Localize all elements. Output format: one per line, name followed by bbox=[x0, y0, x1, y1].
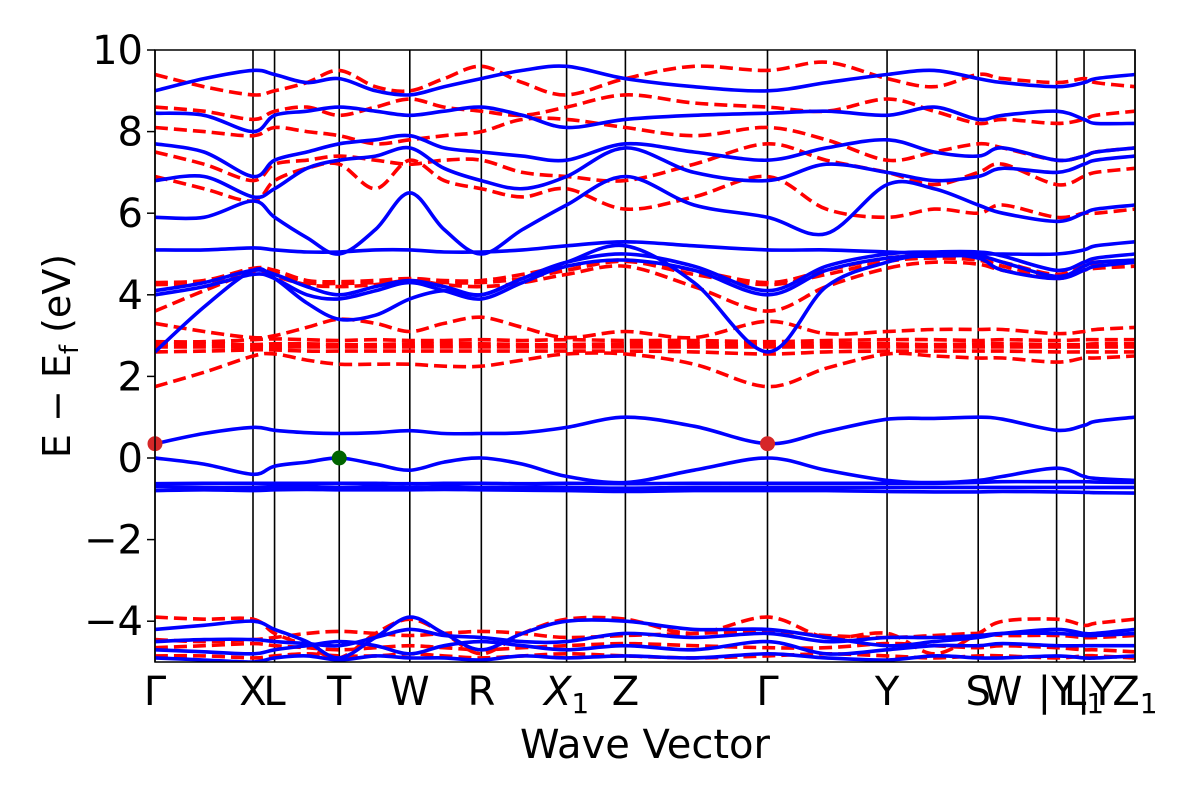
kpoint-label-text: Y bbox=[874, 669, 900, 715]
spin-up-band-line bbox=[155, 243, 1135, 354]
kpoint-label-text: W bbox=[983, 669, 1023, 715]
spin-down-band-line bbox=[155, 256, 1135, 287]
kpoint-label: L1 bbox=[1064, 669, 1104, 720]
kpoint-label-text: W bbox=[390, 669, 430, 715]
kpoint-label-text: X bbox=[542, 669, 573, 715]
kpoint-label: W bbox=[390, 669, 430, 715]
kpoint-label: W bbox=[983, 669, 1023, 715]
spin-down-band-line bbox=[155, 93, 1135, 126]
spin-up-band-line bbox=[155, 133, 1135, 179]
kpoint-label-text: L bbox=[1064, 669, 1087, 715]
spin-up-band-line bbox=[155, 627, 1135, 648]
y-tick-label: 6 bbox=[118, 191, 143, 237]
spin-up-band-line bbox=[155, 652, 1135, 662]
kpoint-label: X bbox=[239, 669, 266, 715]
spin-up-band-line bbox=[155, 639, 1135, 656]
kpoint-label-subscript: 1 bbox=[571, 687, 589, 720]
kpoint-label: Γ bbox=[756, 669, 779, 715]
vbm-marker bbox=[331, 450, 347, 466]
kpoint-label-text: Γ bbox=[756, 669, 779, 715]
kpoint-label-text: X bbox=[239, 669, 266, 715]
cbm-marker bbox=[760, 436, 775, 452]
kpoint-label-text: |Y bbox=[1077, 669, 1115, 715]
y-axis-label-unit: (eV) bbox=[35, 254, 79, 345]
y-tick-label: 8 bbox=[118, 110, 143, 156]
kpoint-label-text: T bbox=[326, 669, 352, 715]
spin-down-band-line bbox=[155, 315, 1135, 340]
kpoint-label-text: Z bbox=[1112, 669, 1139, 715]
kpoint-label-text: Γ bbox=[144, 669, 167, 715]
kpoint-label: |Y bbox=[1077, 669, 1115, 715]
kpoint-label-text: S bbox=[966, 669, 991, 715]
kpoint-label: S bbox=[966, 669, 991, 715]
spin-down-band-line bbox=[155, 351, 1135, 389]
spin-down-band-line bbox=[155, 341, 1135, 347]
spin-down-band-line bbox=[155, 337, 1135, 344]
spin-down-band-line bbox=[155, 347, 1135, 356]
spin-down-band-line bbox=[155, 158, 1135, 220]
y-tick-label: 10 bbox=[92, 28, 143, 74]
kpoint-label-text: |Y bbox=[1038, 669, 1076, 715]
spin-up-band-line bbox=[155, 174, 1135, 256]
plot-frame bbox=[154, 49, 1136, 663]
spin-down-band-line bbox=[155, 141, 1135, 187]
kpoint-label-subscript: 1 bbox=[1140, 687, 1158, 720]
kpoint-label: X1 bbox=[542, 669, 589, 720]
spin-up-band-line bbox=[155, 249, 1135, 297]
kpoint-label: T bbox=[326, 669, 352, 715]
y-tick-label: −2 bbox=[84, 518, 143, 564]
kpoint-label: Z bbox=[612, 669, 639, 715]
y-tick-label: 2 bbox=[118, 354, 143, 400]
kpoint-label: R bbox=[467, 669, 495, 715]
spin-up-band-line bbox=[155, 484, 1135, 490]
spin-up-band-line bbox=[155, 240, 1135, 257]
y-axis-label-subscript: f bbox=[55, 344, 85, 354]
kpoint-label: Y bbox=[874, 669, 900, 715]
kpoint-label: L bbox=[263, 669, 286, 715]
kpoint-label: Z1 bbox=[1112, 669, 1157, 720]
kpoint-label: |Y bbox=[1038, 669, 1076, 715]
y-axis-label: E − Ef (eV) bbox=[35, 254, 85, 458]
x-axis-label: Wave Vector bbox=[520, 722, 771, 768]
kpoint-label-subscript: 1 bbox=[1086, 687, 1104, 720]
y-tick-label: 0 bbox=[118, 436, 143, 482]
spin-up-band-line bbox=[155, 253, 1135, 301]
spin-up-band-line bbox=[155, 415, 1135, 446]
x-axis-kpoint-labels: Γ XL T W R X1 Z Γ Y SW |YL1|YZ1 bbox=[144, 669, 1158, 720]
kpoint-label-text: L bbox=[263, 669, 286, 715]
y-tick-label: −4 bbox=[84, 599, 143, 645]
kpoint-label-text: Z bbox=[612, 669, 639, 715]
kpoint-label-text: R bbox=[467, 669, 495, 715]
spin-up-band-line bbox=[155, 105, 1135, 134]
spin-down-band-line bbox=[155, 641, 1135, 654]
spin-up-band-line bbox=[155, 456, 1135, 485]
spin-up-band-line bbox=[155, 487, 1135, 495]
y-axis-label-main: E − E bbox=[35, 354, 79, 458]
spin-up-band-line bbox=[155, 479, 1135, 486]
spin-up-band-line bbox=[155, 64, 1135, 97]
kpoint-label: Γ bbox=[144, 669, 167, 715]
y-tick-label: 4 bbox=[118, 273, 143, 319]
band-curves bbox=[155, 60, 1135, 662]
spin-up-band-line bbox=[155, 145, 1135, 200]
y-axis-ticks: −4 −2 0 2 4 6 8 10 bbox=[84, 28, 155, 645]
